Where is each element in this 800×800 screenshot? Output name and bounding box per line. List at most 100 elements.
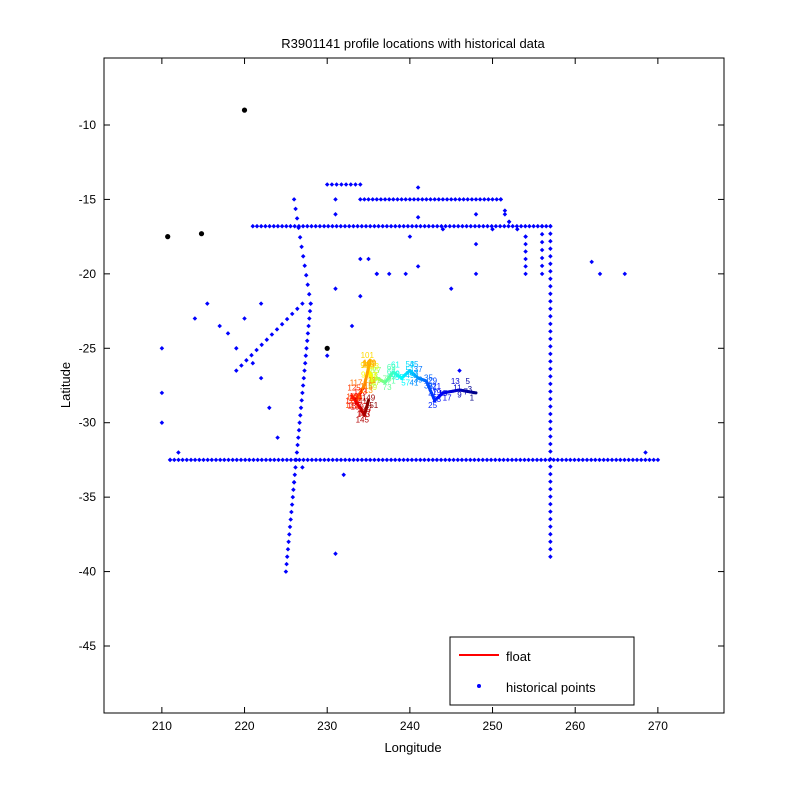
historical-point xyxy=(298,413,303,418)
float-profile-label: 3 xyxy=(468,385,473,394)
historical-point xyxy=(457,197,462,202)
historical-point xyxy=(647,457,652,463)
historical-point xyxy=(225,331,231,336)
historical-point xyxy=(465,197,470,202)
historical-point xyxy=(523,256,528,262)
historical-point xyxy=(485,223,490,229)
float-profile-label: 67 xyxy=(387,368,396,377)
historical-point xyxy=(443,223,448,229)
historical-point xyxy=(502,223,507,229)
historical-point xyxy=(430,457,436,463)
historical-points xyxy=(159,182,661,574)
historical-point xyxy=(209,457,215,463)
historical-point xyxy=(286,539,291,545)
historical-point xyxy=(403,197,408,202)
historical-point xyxy=(434,457,440,463)
historical-point xyxy=(305,282,310,287)
historical-point xyxy=(548,306,553,312)
historical-point xyxy=(391,197,396,202)
historical-point xyxy=(548,426,553,432)
historical-point xyxy=(548,419,553,424)
historical-point xyxy=(548,336,553,342)
historical-point xyxy=(284,316,290,322)
historical-point xyxy=(258,223,264,229)
historical-point xyxy=(284,561,289,567)
historical-point xyxy=(411,197,417,202)
float-profile-label: 73 xyxy=(383,383,392,392)
historical-point xyxy=(580,457,586,463)
historical-point xyxy=(548,359,553,364)
historical-point xyxy=(414,223,419,229)
historical-point xyxy=(497,457,502,463)
historical-point xyxy=(363,457,369,463)
float-profile-label: 149 xyxy=(362,393,376,402)
historical-point xyxy=(413,457,419,463)
historical-point xyxy=(301,457,306,463)
historical-point xyxy=(460,223,465,229)
float-profile-label: 37 xyxy=(414,365,423,374)
historical-point xyxy=(422,223,427,229)
x-tick-label: 220 xyxy=(235,719,255,733)
historical-point xyxy=(288,223,293,229)
historical-point xyxy=(263,457,269,463)
historical-point xyxy=(490,226,495,232)
historical-point xyxy=(184,457,190,463)
historical-point xyxy=(572,457,577,463)
float-profile-label: 35 xyxy=(424,373,433,382)
float-profile-label: 25 xyxy=(428,401,437,410)
historical-point xyxy=(409,223,415,229)
x-tick-label: 210 xyxy=(152,719,172,733)
historical-point xyxy=(539,255,545,261)
float-profile-label: 31 xyxy=(428,383,437,392)
historical-point xyxy=(403,271,408,277)
historical-point xyxy=(397,223,402,229)
historical-point xyxy=(382,197,388,202)
historical-point xyxy=(242,316,247,321)
historical-point xyxy=(455,457,461,463)
historical-point xyxy=(593,457,598,463)
float-profile-label: 75 xyxy=(383,374,392,383)
historical-point xyxy=(351,457,356,463)
historical-point xyxy=(347,457,352,463)
historical-point xyxy=(384,223,390,229)
historical-point xyxy=(300,390,305,396)
historical-point xyxy=(326,457,331,463)
historical-point xyxy=(548,284,553,289)
historical-point xyxy=(482,197,487,202)
historical-point xyxy=(447,457,452,463)
historical-point xyxy=(313,457,319,463)
historical-point xyxy=(378,197,384,202)
historical-point xyxy=(272,457,277,463)
historical-point xyxy=(548,501,553,507)
historical-point xyxy=(380,457,385,463)
x-tick-label: 260 xyxy=(565,719,585,733)
historical-point xyxy=(374,271,380,277)
historical-point xyxy=(317,223,323,229)
historical-point xyxy=(497,223,503,229)
historical-point xyxy=(548,509,553,514)
historical-point xyxy=(476,223,482,229)
historical-point xyxy=(279,321,285,327)
historical-point xyxy=(539,263,545,269)
float-profile-label: 49 xyxy=(405,371,414,380)
float-profile-label: 79 xyxy=(372,376,381,385)
historical-point xyxy=(300,254,306,259)
historical-point xyxy=(366,256,371,262)
float-track: 1357911131517192123252729313335373941434… xyxy=(345,351,478,425)
historical-point xyxy=(295,442,300,448)
historical-point xyxy=(300,301,305,306)
historical-point xyxy=(293,206,298,212)
historical-point xyxy=(397,457,402,463)
historical-point xyxy=(280,457,285,463)
legend-historical-label: historical points xyxy=(506,680,596,695)
historical-point xyxy=(263,223,268,229)
historical-point xyxy=(510,223,515,229)
historical-point xyxy=(300,223,306,229)
historical-point xyxy=(294,216,300,221)
historical-point xyxy=(432,197,437,202)
x-tick-label: 230 xyxy=(317,719,337,733)
float-profile-label: 71 xyxy=(387,377,396,386)
historical-point xyxy=(597,457,602,463)
historical-point xyxy=(300,383,306,388)
historical-point xyxy=(472,457,477,463)
